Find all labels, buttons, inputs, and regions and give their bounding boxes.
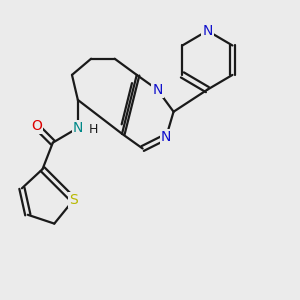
Text: H: H <box>89 123 98 136</box>
Text: O: O <box>31 119 42 134</box>
Text: N: N <box>161 130 171 144</box>
Text: N: N <box>73 121 83 135</box>
Text: N: N <box>152 82 163 97</box>
Text: S: S <box>69 193 78 207</box>
Text: N: N <box>202 24 213 38</box>
